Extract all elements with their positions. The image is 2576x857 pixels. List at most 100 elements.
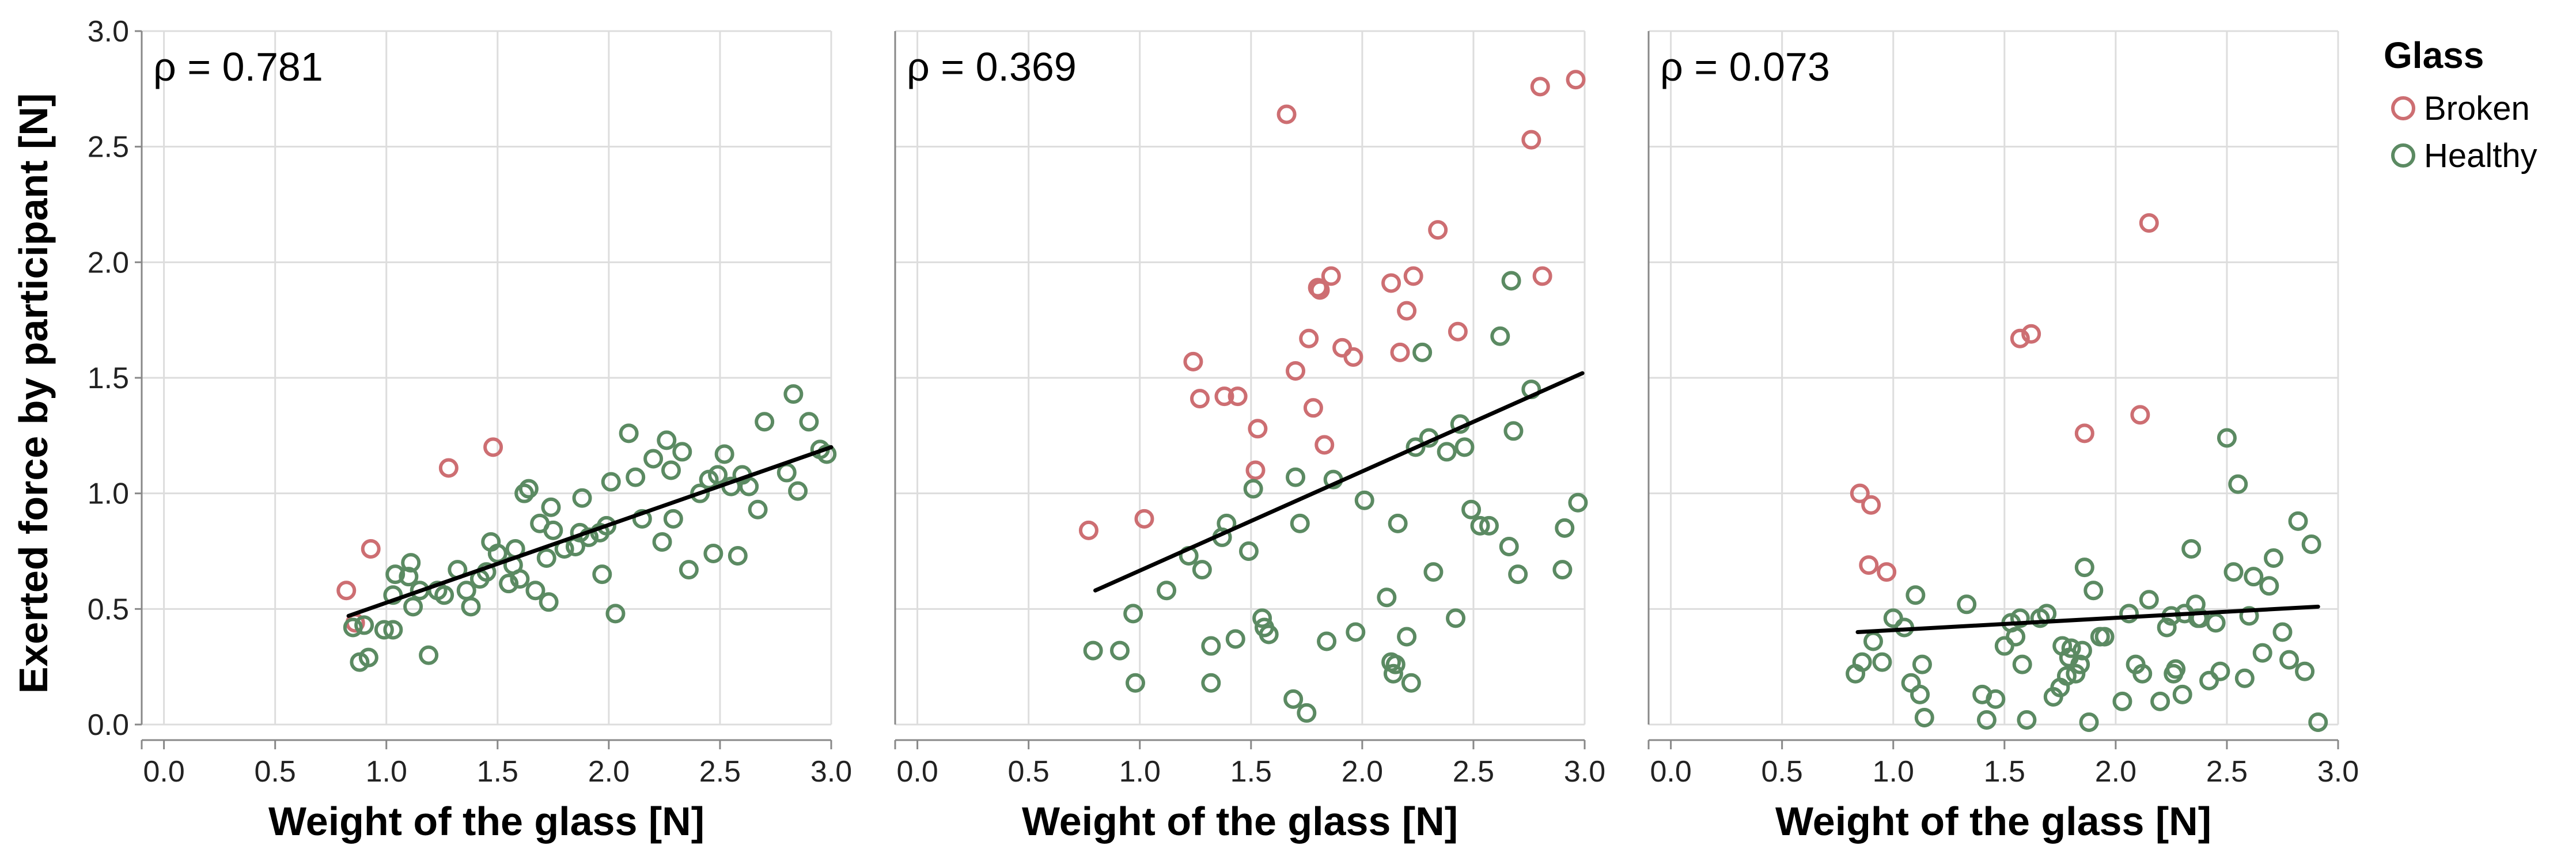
broken-point	[1078, 520, 1098, 540]
healthy-point	[2056, 666, 2077, 686]
healthy-point	[2272, 622, 2293, 642]
broken-point	[1530, 77, 1550, 97]
healthy-point	[1552, 560, 1573, 580]
healthy-point	[1243, 479, 1263, 499]
healthy-point	[1406, 437, 1426, 457]
healthy-point	[643, 449, 664, 469]
healthy-point	[1401, 673, 1421, 693]
healthy-point	[652, 532, 672, 552]
broken-point	[1286, 361, 1306, 381]
y-tick-label-3: 1.5	[88, 362, 129, 395]
healthy-point	[1863, 631, 1883, 651]
healthy-point	[1957, 594, 1977, 615]
y-tick-label-6: 3.0	[88, 15, 129, 48]
healthy-point	[1479, 515, 1499, 536]
healthy-point	[2010, 608, 2030, 628]
healthy-point	[739, 476, 759, 496]
healthy-point	[2083, 581, 2104, 601]
healthy-point	[2166, 659, 2186, 679]
x-tick-label-1: 0.5	[1008, 755, 1050, 788]
healthy-point	[626, 467, 646, 487]
broken-point	[1381, 273, 1401, 293]
healthy-point	[518, 479, 539, 499]
healthy-point	[1377, 587, 1397, 608]
healthy-point	[690, 483, 710, 503]
healthy-point	[2070, 654, 2090, 674]
healthy-point	[1976, 710, 1997, 730]
y-axis-title: Exerted force by participant [N]	[11, 93, 56, 693]
healthy-point	[1914, 707, 1934, 727]
series-broken	[1850, 213, 2159, 582]
healthy-point	[525, 581, 545, 601]
healthy-point	[539, 592, 559, 612]
healthy-point	[2206, 613, 2226, 633]
healthy-point	[514, 483, 535, 503]
healthy-point	[817, 444, 837, 464]
healthy-point	[1290, 513, 1310, 533]
healthy-point	[1501, 271, 1521, 291]
healthy-point	[1238, 541, 1259, 561]
healthy-point	[499, 574, 519, 594]
legend-title: Glass	[2384, 35, 2484, 76]
x-tick-label-5: 2.5	[699, 755, 741, 788]
healthy-point	[799, 412, 819, 432]
healthy-point	[708, 465, 728, 485]
healthy-point	[2074, 558, 2094, 578]
healthy-point	[343, 617, 363, 638]
x-tick-label-3: 1.5	[477, 755, 518, 788]
broken-point	[1189, 389, 1210, 409]
healthy-point	[1499, 536, 1519, 556]
healthy-point	[2210, 661, 2230, 681]
healthy-point	[2252, 643, 2272, 663]
healthy-point	[619, 423, 639, 443]
regression-line	[346, 445, 834, 618]
x-tick-label-0: 0.0	[143, 755, 184, 788]
healthy-point	[1286, 467, 1306, 487]
x-axis-title: Weight of the glass [N]	[1775, 799, 2211, 844]
healthy-point	[1346, 622, 1366, 642]
panel-3: 0.0 0.5 1.0 1.5 2.0 2.5 3.0 Weight of the glass…	[1647, 30, 2359, 844]
healthy-point	[1297, 703, 1317, 723]
healthy-point	[1192, 560, 1212, 580]
regression-line	[1093, 371, 1585, 593]
healthy-point	[1555, 518, 1575, 538]
healthy-point	[2228, 474, 2248, 494]
x-tick-label-5: 2.5	[2206, 755, 2248, 788]
healthy-point	[592, 564, 612, 585]
healthy-point	[2234, 668, 2255, 688]
healthy-point	[783, 384, 804, 404]
healthy-point	[2223, 562, 2244, 582]
legend-marker-healthy	[2391, 143, 2415, 168]
panel-2: 0.0 0.5 1.0 1.5 2.0 2.5 3.0 Weight of the glass…	[894, 30, 1605, 844]
broken-point	[2139, 213, 2159, 233]
broken-point	[2130, 405, 2150, 425]
broken-point	[1850, 483, 1870, 503]
healthy-point	[1508, 564, 1528, 585]
healthy-point	[601, 472, 621, 492]
healthy-point	[399, 567, 419, 587]
broken-point	[1877, 562, 1897, 582]
healthy-point	[2259, 576, 2279, 596]
healthy-point	[1906, 585, 1926, 605]
healthy-point	[1201, 636, 1221, 656]
regression-line	[1855, 604, 2320, 634]
x-tick-label-0: 0.0	[1650, 755, 1691, 788]
healthy-point	[1454, 437, 1475, 457]
healthy-point	[1568, 492, 1588, 513]
healthy-point	[1388, 513, 1408, 533]
healthy-point	[1910, 684, 1930, 704]
healthy-point	[661, 460, 681, 480]
healthy-point	[383, 585, 403, 605]
legend-label-broken: Broken	[2424, 90, 2530, 127]
broken-point	[1390, 342, 1410, 362]
healthy-point	[2012, 654, 2032, 674]
correlation-label: ρ = 0.781	[153, 44, 323, 89]
healthy-point	[2308, 712, 2328, 732]
y-tick-label-4: 2.0	[88, 246, 129, 279]
healthy-point	[1283, 689, 1304, 709]
healthy-point	[1157, 581, 1177, 601]
x-tick-label-4: 2.0	[588, 755, 630, 788]
healthy-point	[1126, 673, 1146, 693]
panels-layer: 0.0 0.5 1.0 1.5 2.0 2.5 3.0 0.0 0.5 1.0 1.5 2.0 2.5 3…	[88, 15, 2359, 844]
broken-point	[2010, 328, 2030, 348]
